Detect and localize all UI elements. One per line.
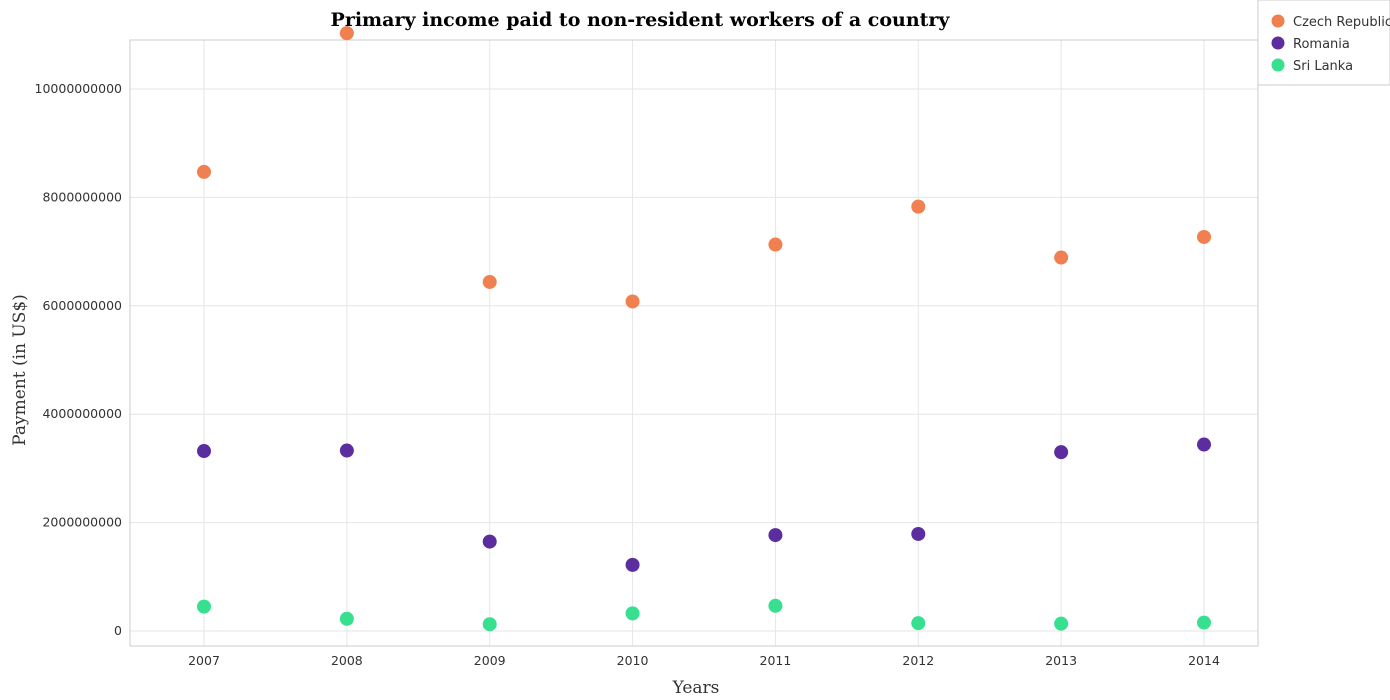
legend-marker-czech-republic	[1271, 14, 1285, 28]
y-axis-ticks: 0 2000000000 4000000000 6000000000 800000000…	[35, 81, 123, 638]
y-tick-label: 4000000000	[42, 406, 122, 421]
point-sri-lanka-2011	[768, 598, 783, 613]
x-tick-label: 2013	[1045, 653, 1077, 668]
point-sri-lanka-2008	[339, 611, 354, 626]
point-romania-2011	[768, 528, 783, 543]
point-romania-2009	[482, 534, 497, 549]
gridlines	[130, 40, 1258, 646]
point-romania-2014	[1197, 437, 1211, 452]
point-romania-2012	[911, 526, 926, 541]
x-tick-label: 2007	[188, 653, 220, 668]
point-sri-lanka-2013	[1054, 616, 1069, 631]
y-tick-label: 6000000000	[42, 298, 122, 313]
x-axis-label: Years	[672, 678, 720, 698]
legend-label: Czech Republic	[1293, 15, 1390, 30]
point-czech-republic-2014	[1197, 229, 1211, 244]
legend-label: Romania	[1293, 37, 1350, 52]
point-sri-lanka-2012	[911, 616, 926, 631]
point-romania-2010	[625, 557, 640, 572]
point-czech-republic-2011	[768, 237, 783, 252]
y-tick-label: 10000000000	[35, 81, 123, 96]
point-czech-republic-2012	[911, 199, 926, 214]
point-romania-2008	[339, 443, 354, 458]
point-romania-2007	[197, 444, 211, 459]
x-axis-ticks: 2007 2008 2009 2010 2011 2012 2013 2014	[188, 653, 1220, 668]
point-sri-lanka-2014	[1197, 615, 1211, 630]
point-czech-republic-2010	[625, 294, 640, 309]
point-sri-lanka-2007	[197, 599, 211, 614]
x-tick-label: 2008	[331, 653, 363, 668]
chart-title: Primary income paid to non-resident work…	[331, 9, 951, 31]
plot-area-frame	[129, 39, 1259, 647]
y-tick-label: 8000000000	[42, 189, 122, 204]
point-czech-republic-2007	[197, 164, 211, 179]
data-points	[197, 26, 1211, 632]
point-sri-lanka-2009	[482, 617, 497, 632]
x-tick-label: 2014	[1188, 653, 1220, 668]
legend-marker-sri-lanka	[1271, 58, 1285, 72]
point-czech-republic-2013	[1054, 250, 1069, 265]
legend: Czech Republic Romania Sri Lanka	[1257, 0, 1390, 86]
legend-marker-romania	[1271, 36, 1285, 50]
point-czech-republic-2008	[339, 26, 354, 41]
x-tick-label: 2012	[902, 653, 934, 668]
x-tick-label: 2009	[474, 653, 506, 668]
point-sri-lanka-2010	[625, 606, 640, 621]
legend-label: Sri Lanka	[1293, 59, 1353, 74]
y-tick-label: 2000000000	[42, 515, 122, 530]
y-axis-label: Payment (in US$)	[10, 294, 30, 446]
point-romania-2013	[1054, 445, 1069, 460]
y-tick-label: 0	[114, 623, 122, 638]
x-tick-label: 2010	[617, 653, 649, 668]
point-czech-republic-2009	[482, 274, 497, 289]
x-tick-label: 2011	[760, 653, 792, 668]
